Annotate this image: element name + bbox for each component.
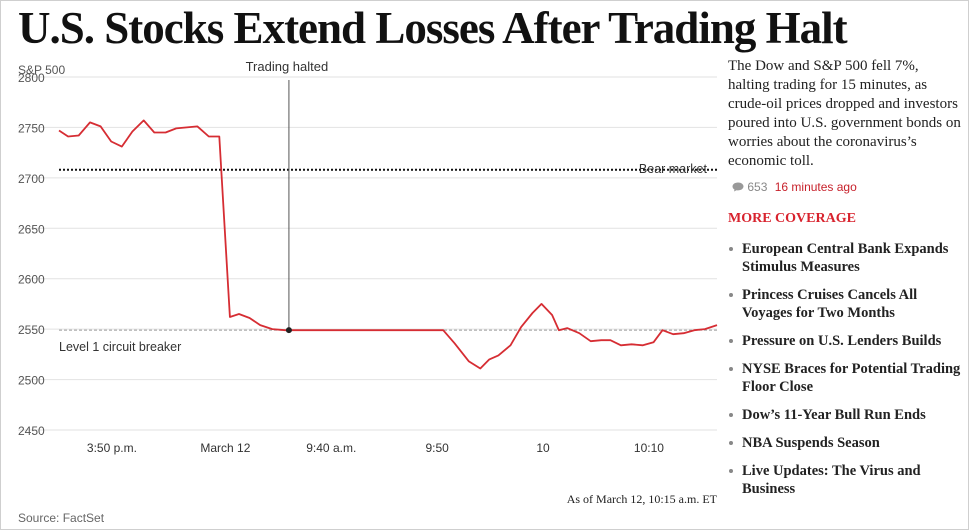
- coverage-link[interactable]: Princess Cruises Cancels All Voyages for…: [728, 286, 964, 322]
- x-axis-ticks: 3:50 p.m. March 12 9:40 a.m. 9:50 10 10:10: [87, 441, 664, 455]
- summary-text: The Dow and S&P 500 fell 7%, halting tra…: [728, 58, 961, 169]
- x-tick-label: 10:10: [634, 441, 664, 455]
- coverage-link[interactable]: NBA Suspends Season: [728, 434, 964, 452]
- coverage-link-label[interactable]: Pressure on U.S. Lenders Builds: [742, 333, 942, 349]
- more-coverage-list: European Central Bank Expands Stimulus M…: [728, 240, 964, 508]
- y-tick-label: 2600: [18, 273, 45, 287]
- coverage-link[interactable]: Live Updates: The Virus and Business: [728, 462, 964, 498]
- comment-count[interactable]: 653: [747, 180, 768, 194]
- coverage-link-label[interactable]: Dow’s 11-Year Bull Run Ends: [742, 407, 926, 423]
- bear-market-label: Bear market: [639, 162, 708, 176]
- y-tick-label: 2650: [18, 222, 45, 236]
- x-tick-label: March 12: [200, 441, 250, 455]
- y-tick-label: 2750: [18, 121, 45, 135]
- coverage-link-label[interactable]: Princess Cruises Cancels All Voyages for…: [742, 287, 918, 321]
- headline[interactable]: U.S. Stocks Extend Losses After Trading …: [18, 2, 848, 54]
- coverage-link[interactable]: Dow’s 11-Year Bull Run Ends: [728, 406, 964, 424]
- y-tick-label: 2800: [18, 71, 45, 85]
- article-meta: 653 16 minutes ago: [732, 180, 857, 194]
- timestamp: 16 minutes ago: [774, 180, 857, 194]
- coverage-link[interactable]: NYSE Braces for Potential Trading Floor …: [728, 360, 964, 396]
- sp500-series-line: [58, 119, 718, 370]
- y-tick-label: 2500: [18, 374, 45, 388]
- coverage-link-label[interactable]: NBA Suspends Season: [742, 435, 880, 451]
- comment-icon[interactable]: [732, 182, 744, 192]
- x-tick-label: 10: [536, 441, 550, 455]
- y-tick-label: 2550: [18, 323, 45, 337]
- x-tick-label: 9:50: [425, 441, 449, 455]
- x-tick-label: 9:40 a.m.: [306, 441, 356, 455]
- chart-gridlines: [18, 76, 717, 431]
- x-tick-label: 3:50 p.m.: [87, 441, 137, 455]
- coverage-link-label[interactable]: European Central Bank Expands Stimulus M…: [742, 241, 949, 275]
- trading-halted-label: Trading halted: [246, 59, 329, 74]
- source-note: Source: FactSet: [18, 511, 105, 525]
- more-coverage-title: MORE COVERAGE: [728, 211, 856, 226]
- y-axis-label: S&P 500: [18, 63, 65, 77]
- coverage-link-label[interactable]: NYSE Braces for Potential Trading Floor …: [742, 361, 961, 395]
- circuit-breaker-label: Level 1 circuit breaker: [59, 340, 181, 354]
- as-of-note: As of March 12, 10:15 a.m. ET: [567, 492, 718, 506]
- coverage-link[interactable]: European Central Bank Expands Stimulus M…: [728, 240, 964, 276]
- y-axis-ticks: 2800 2750 2700 2650 2600 2550 2500 2450: [18, 71, 45, 438]
- headline-link[interactable]: U.S. Stocks Extend Losses After Trading …: [18, 3, 848, 53]
- y-tick-label: 2700: [18, 172, 45, 186]
- y-tick-label: 2450: [18, 424, 45, 438]
- coverage-link-label[interactable]: Live Updates: The Virus and Business: [742, 463, 921, 497]
- trading-halted-point: [285, 327, 292, 334]
- coverage-link[interactable]: Pressure on U.S. Lenders Builds: [728, 332, 964, 350]
